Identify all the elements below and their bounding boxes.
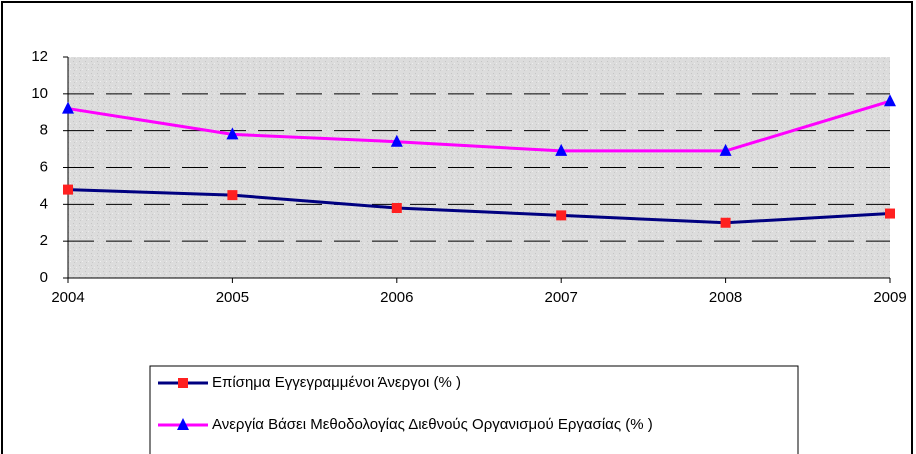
y-tick-label: 6: [40, 158, 48, 175]
x-tick-label: 2009: [873, 289, 906, 306]
y-tick-label: 8: [40, 122, 48, 139]
x-tick-label: 2004: [51, 289, 84, 306]
marker: [391, 203, 402, 214]
marker: [226, 127, 239, 140]
y-tick-label: 0: [40, 269, 48, 286]
legend-label: Ανεργία Βάσει Μεθοδολογίας Διεθνούς Οργα…: [212, 416, 653, 433]
x-tick-label: 2005: [216, 289, 249, 306]
marker: [885, 208, 895, 219]
marker: [884, 94, 896, 107]
marker: [555, 143, 568, 156]
series-line: [67, 99, 891, 153]
x-tick-label: 2006: [380, 289, 413, 306]
marker: [390, 134, 403, 147]
x-tick-label: 2008: [709, 289, 742, 306]
marker: [556, 210, 567, 221]
marker: [63, 184, 73, 195]
y-tick-label: 10: [31, 85, 48, 102]
marker: [227, 190, 238, 201]
marker: [178, 378, 188, 388]
y-tick-label: 4: [40, 195, 48, 212]
marker: [62, 101, 74, 114]
legend-label: Επίσημα Εγγεγραμμένοι Άνεργοι (% ): [212, 374, 461, 391]
legend-box: [149, 365, 799, 454]
marker: [720, 217, 731, 228]
y-tick-label: 12: [31, 48, 48, 65]
marker: [719, 143, 732, 156]
x-tick-label: 2007: [545, 289, 578, 306]
marker: [177, 418, 189, 430]
y-tick-label: 2: [40, 232, 48, 249]
series-line: [67, 188, 891, 225]
